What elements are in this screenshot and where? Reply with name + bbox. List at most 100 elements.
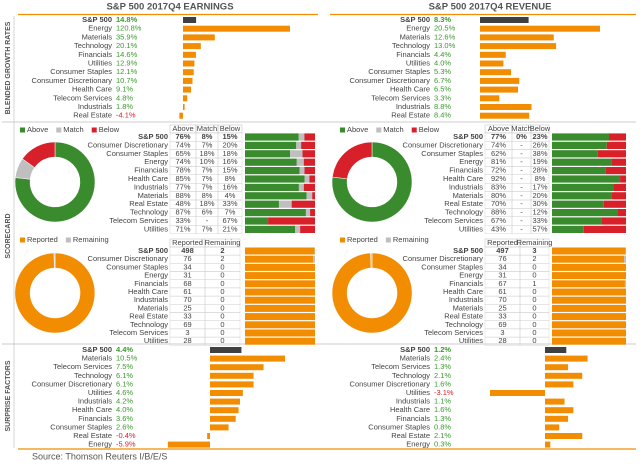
table-cell bbox=[519, 336, 550, 346]
table-value: - bbox=[520, 157, 523, 166]
table-value: 31 bbox=[183, 271, 191, 280]
table-value: 8% bbox=[535, 174, 546, 183]
value-label: 4.4% bbox=[116, 345, 133, 354]
bar bbox=[210, 381, 254, 388]
donut-segment bbox=[331, 252, 413, 334]
table-value: 23% bbox=[532, 132, 547, 141]
value-label: -3.1% bbox=[434, 388, 454, 397]
category-label: Real Estate bbox=[73, 111, 112, 120]
category-label: Telecom Services bbox=[109, 216, 168, 225]
table-value: - bbox=[520, 199, 523, 208]
table-value: 92% bbox=[491, 174, 506, 183]
table-value: 34 bbox=[183, 262, 191, 271]
value-label: 1.1% bbox=[434, 397, 451, 406]
value-label: 13.0% bbox=[434, 41, 456, 50]
bar-segment bbox=[245, 329, 315, 337]
table-value: 74% bbox=[175, 157, 190, 166]
bar-segment bbox=[552, 337, 626, 345]
section-label: SCORECARD bbox=[5, 213, 12, 258]
donut-segment bbox=[331, 141, 413, 223]
bar-segment bbox=[245, 200, 279, 208]
value-label: 14.6% bbox=[116, 50, 138, 59]
bar-segment bbox=[552, 304, 626, 312]
table-value: 0 bbox=[220, 279, 224, 288]
bar-segment bbox=[299, 167, 305, 175]
table-value: 67% bbox=[222, 216, 237, 225]
table-value: 7% bbox=[202, 166, 213, 175]
value-label: 12.6% bbox=[434, 32, 456, 41]
value-label: 4.4% bbox=[434, 50, 451, 59]
bar bbox=[183, 77, 193, 84]
table-value: 16% bbox=[222, 182, 237, 191]
bar-segment bbox=[552, 255, 625, 263]
donut-segment bbox=[14, 141, 96, 223]
bar-segment bbox=[552, 225, 584, 233]
table-value: 38% bbox=[532, 149, 547, 158]
category-label: Financials bbox=[78, 414, 112, 423]
table-value: 0 bbox=[220, 328, 224, 337]
table-value: - bbox=[520, 166, 523, 175]
table-value: - bbox=[206, 216, 209, 225]
value-label: 1.3% bbox=[434, 414, 451, 423]
legend-swatch bbox=[385, 237, 391, 243]
bar bbox=[183, 25, 290, 32]
category-label: Consumer Staples bbox=[50, 422, 112, 431]
table-value: - bbox=[520, 174, 523, 183]
bar-segment bbox=[309, 175, 315, 183]
bar-segment bbox=[552, 158, 612, 166]
category-label: Utilities bbox=[459, 336, 483, 345]
donut-segment bbox=[22, 141, 56, 168]
table-value: 0 bbox=[532, 303, 536, 312]
bar-segment bbox=[552, 296, 626, 304]
table-value: 78% bbox=[175, 166, 190, 175]
legend-label: Reported bbox=[27, 235, 58, 244]
bar bbox=[210, 398, 240, 405]
table-value: 20% bbox=[222, 140, 237, 149]
bar-segment bbox=[245, 272, 315, 280]
bar-segment bbox=[552, 141, 607, 149]
category-label: Utilities bbox=[144, 336, 168, 345]
category-label: S&P 500 bbox=[82, 345, 112, 354]
bar bbox=[545, 381, 574, 388]
value-label: 6.1% bbox=[116, 371, 133, 380]
value-label: 2.6% bbox=[116, 422, 133, 431]
table-value: 30% bbox=[532, 199, 547, 208]
table-value: 33% bbox=[532, 216, 547, 225]
category-label: Telecom Services bbox=[53, 362, 112, 371]
bar-segment bbox=[617, 209, 626, 217]
table-value: 21% bbox=[222, 224, 237, 233]
table-value: 7% bbox=[202, 182, 213, 191]
category-label: S&P 500 bbox=[82, 15, 112, 24]
table-value: 0 bbox=[220, 312, 224, 321]
table-value: 28% bbox=[532, 166, 547, 175]
category-label: S&P 500 bbox=[453, 132, 483, 141]
table-value: 0 bbox=[220, 303, 224, 312]
bar bbox=[183, 43, 201, 50]
bar-segment bbox=[620, 175, 626, 183]
category-label: S&P 500 bbox=[138, 132, 168, 141]
category-label: Real Estate bbox=[444, 199, 483, 208]
bar bbox=[480, 104, 532, 110]
table-value: 4% bbox=[225, 191, 236, 200]
category-label: Real Estate bbox=[129, 312, 168, 321]
table-value: - bbox=[520, 182, 523, 191]
table-value: 48% bbox=[175, 199, 190, 208]
category-label: S&P 500 bbox=[400, 15, 430, 24]
category-label: Technology bbox=[74, 371, 112, 380]
category-label: Financials bbox=[78, 50, 112, 59]
category-label: S&P 500 bbox=[453, 246, 483, 255]
bar-segment bbox=[300, 225, 315, 233]
table-value: 0 bbox=[532, 312, 536, 321]
value-label: 2.1% bbox=[434, 371, 451, 380]
category-label: Industrials bbox=[396, 397, 430, 406]
bar-segment bbox=[552, 167, 606, 175]
legend-swatch bbox=[376, 127, 382, 133]
bar-segment bbox=[605, 167, 626, 175]
table-value: 74% bbox=[175, 140, 190, 149]
table-value: 71% bbox=[175, 224, 190, 233]
category-label: Consumer Staples bbox=[368, 422, 430, 431]
category-label: Consumer Staples bbox=[106, 262, 168, 271]
category-label: Energy bbox=[459, 157, 483, 166]
table-value: 0 bbox=[220, 336, 224, 345]
category-label: Real Estate bbox=[73, 431, 112, 440]
